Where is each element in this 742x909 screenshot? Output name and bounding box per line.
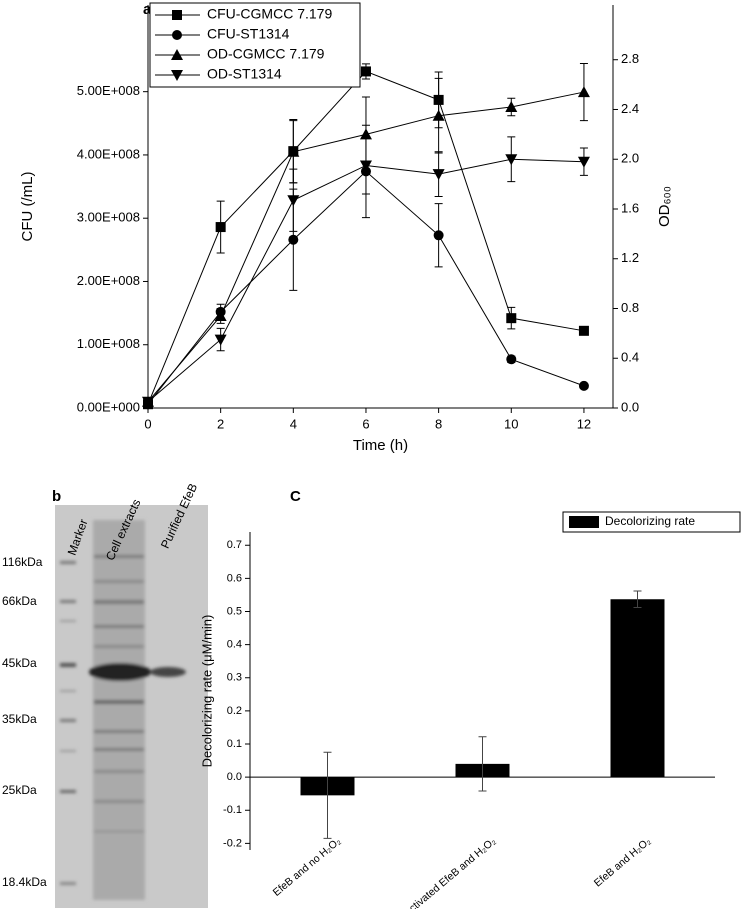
point xyxy=(578,380,589,391)
point xyxy=(172,30,182,40)
marker-label: 35kDa xyxy=(2,712,37,726)
point xyxy=(214,309,227,321)
y-tick-label: 1.00E+008 xyxy=(77,336,140,351)
legend-label: OD-ST1314 xyxy=(207,66,282,82)
point xyxy=(505,100,518,112)
x-tick-label: 2 xyxy=(217,416,224,431)
y2-tick-label: 0.4 xyxy=(621,350,639,365)
legend-label: OD-CGMCC 7.179 xyxy=(207,46,325,62)
point xyxy=(214,334,227,346)
legend-label: CFU-ST1314 xyxy=(207,26,290,42)
x-tick-label: 10 xyxy=(504,416,518,431)
point xyxy=(505,154,518,166)
y2-tick-label: 2.0 xyxy=(621,151,639,166)
y-tick-label: 0.3 xyxy=(227,672,242,684)
y2-tick-label: 1.6 xyxy=(621,200,639,215)
point xyxy=(288,234,299,245)
y2-tick-label: 2.4 xyxy=(621,101,639,116)
y-axis-label: Decolorizing rate (μM/min) xyxy=(199,615,214,768)
x-axis-label: Time (h) xyxy=(353,437,408,454)
x-tick-label: 0 xyxy=(144,416,151,431)
y-tick-label: 0.1 xyxy=(227,738,242,750)
x-tick-label: 12 xyxy=(577,416,591,431)
x-tick-label: EfeB and no H₂O₂ xyxy=(271,835,344,899)
point xyxy=(142,396,154,408)
point xyxy=(577,86,590,98)
y-tick-label: 5.00E+008 xyxy=(77,83,140,98)
y2-tick-label: 0.0 xyxy=(621,399,639,414)
y2-axis-label: OD₆₀₀ xyxy=(656,186,673,227)
point xyxy=(172,10,182,20)
point xyxy=(506,313,517,324)
point xyxy=(287,145,300,157)
y-tick-label: 2.00E+008 xyxy=(77,273,140,288)
error-bar xyxy=(323,751,332,839)
error-bar xyxy=(633,590,642,609)
error-bar xyxy=(478,736,487,792)
y-tick-label: 0.6 xyxy=(227,572,242,584)
y-tick-label: 0.4 xyxy=(227,639,242,651)
legend-label: Decolorizing rate xyxy=(605,514,695,528)
point xyxy=(577,156,590,168)
y-tick-label: -0.1 xyxy=(223,804,242,816)
point xyxy=(578,325,589,336)
point xyxy=(432,109,445,121)
legend-box xyxy=(149,2,361,88)
marker-label: 45kDa xyxy=(2,656,37,670)
x-tick-label: EfeB and H₂O₂ xyxy=(592,835,653,889)
marker-label: 25kDa xyxy=(2,783,37,797)
x-tick-label: Inactivated EfeB and H₂O₂ xyxy=(396,835,498,909)
point xyxy=(432,169,445,181)
legend-label: CFU-CGMCC 7.179 xyxy=(207,6,332,22)
point xyxy=(287,195,300,207)
marker-label: 116kDa xyxy=(2,555,43,569)
point xyxy=(433,230,444,241)
marker-label: 18.4kDa xyxy=(2,875,47,889)
point xyxy=(171,49,183,60)
panel-label: C xyxy=(290,488,301,505)
point xyxy=(506,354,517,365)
point xyxy=(360,66,371,77)
y-tick-label: 0.00E+000 xyxy=(77,399,140,414)
y2-tick-label: 2.8 xyxy=(621,51,639,66)
gel-bands xyxy=(60,520,186,900)
y2-tick-label: 1.2 xyxy=(621,250,639,265)
point xyxy=(171,70,183,81)
bar xyxy=(610,599,665,778)
panel-label: b xyxy=(52,488,61,505)
y-tick-label: 0.0 xyxy=(227,771,242,783)
y-tick-label: 0.5 xyxy=(227,605,242,617)
y-tick-label: 0.2 xyxy=(227,705,242,717)
x-tick-label: 6 xyxy=(362,416,369,431)
y-tick-label: 4.00E+008 xyxy=(77,146,140,161)
y-axis-label: CFU (/mL) xyxy=(19,172,36,242)
marker-label: 66kDa xyxy=(2,594,37,608)
x-tick-label: 8 xyxy=(435,416,442,431)
legend-box xyxy=(562,511,741,533)
point xyxy=(359,160,372,172)
gel-panel: b Marker Cell ex xyxy=(2,481,208,908)
y-tick-label: 3.00E+008 xyxy=(77,210,140,225)
x-tick-label: 4 xyxy=(290,416,297,431)
point xyxy=(215,222,226,233)
y-tick-label: 0.7 xyxy=(227,539,242,551)
y2-tick-label: 0.8 xyxy=(621,300,639,315)
y-tick-label: -0.2 xyxy=(223,837,242,849)
legend-swatch xyxy=(569,516,599,528)
